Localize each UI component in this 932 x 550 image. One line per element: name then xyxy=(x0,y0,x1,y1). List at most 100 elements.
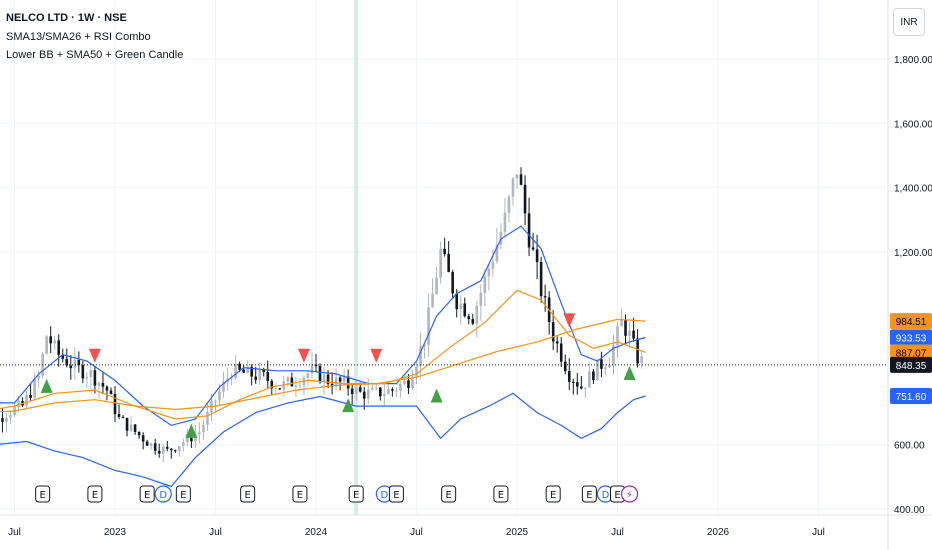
event-label: D xyxy=(159,490,167,501)
candle-body xyxy=(576,382,579,387)
earnings-event-icon[interactable] xyxy=(35,485,51,503)
event-label: E xyxy=(445,490,451,501)
candle-body xyxy=(584,387,587,389)
candle-body xyxy=(624,319,627,336)
earnings-event-icon[interactable] xyxy=(493,485,509,503)
split-event-icon[interactable] xyxy=(620,485,639,503)
candle-body xyxy=(57,340,61,355)
buy-signal-triangle[interactable] xyxy=(430,388,443,403)
sell-signal-triangle[interactable] xyxy=(563,313,576,328)
sell-signal-triangle[interactable] xyxy=(370,348,383,363)
candle-body xyxy=(85,376,89,379)
earnings-event-icon[interactable] xyxy=(545,485,561,503)
candle-body xyxy=(523,184,527,214)
candle-body xyxy=(431,293,434,308)
legend-indicator-2[interactable]: Lower BB + SMA50 + Green Candle xyxy=(6,49,184,61)
candle-body xyxy=(451,272,454,294)
sell-signal-triangle[interactable] xyxy=(297,348,310,363)
candle-body xyxy=(475,305,479,324)
earnings-event-icon[interactable] xyxy=(139,485,155,503)
event-label: E xyxy=(550,490,556,501)
candle-body xyxy=(411,377,414,389)
candle-body xyxy=(487,268,491,277)
candle-body xyxy=(254,376,257,380)
candle-body xyxy=(640,356,643,364)
candle-body xyxy=(69,365,73,369)
x-tick-label: Jul xyxy=(410,527,423,538)
candle-body xyxy=(33,378,36,398)
x-tick-label: 2023 xyxy=(104,527,127,538)
candle-body xyxy=(73,359,77,369)
price-label-text: 984.51 xyxy=(896,317,927,328)
candle-body xyxy=(399,384,402,391)
candle-body xyxy=(395,390,398,392)
candle-body xyxy=(101,382,105,387)
earnings-event-icon[interactable] xyxy=(388,485,404,503)
candle-body xyxy=(113,394,117,415)
candle-body xyxy=(318,366,322,383)
candle-body xyxy=(567,371,571,382)
dividend-event-icon[interactable] xyxy=(154,485,172,503)
candle-body xyxy=(632,330,635,339)
candle-body xyxy=(238,363,241,370)
earnings-event-icon[interactable] xyxy=(240,485,256,503)
candle-body xyxy=(370,387,374,390)
candle-body xyxy=(145,441,149,446)
indicator-sma-b xyxy=(0,318,646,413)
candle-body xyxy=(218,391,221,401)
candle-body xyxy=(45,336,48,354)
candle-body xyxy=(563,361,567,372)
candle-body xyxy=(214,400,217,402)
candle-body xyxy=(202,424,205,433)
price-label-text: 887.07 xyxy=(896,348,927,359)
candle-body xyxy=(338,377,342,382)
earnings-event-icon[interactable] xyxy=(348,485,364,503)
earnings-event-icon[interactable] xyxy=(441,485,457,503)
currency-button[interactable]: INR xyxy=(893,8,925,36)
earnings-event-icon[interactable] xyxy=(87,485,103,503)
candle-body xyxy=(628,330,631,336)
legend-indicator-1[interactable]: SMA13/SMA26 + RSI Combo xyxy=(6,31,151,43)
candle-body xyxy=(230,377,233,379)
candle-body xyxy=(379,387,382,397)
candle-body xyxy=(612,345,615,365)
candle-body xyxy=(105,386,109,391)
candle-body xyxy=(483,276,487,293)
candle-body xyxy=(427,307,430,345)
event-label: ⚡ xyxy=(626,490,633,501)
candle-body xyxy=(282,381,286,390)
candle-body xyxy=(600,359,603,369)
buy-signal-triangle[interactable] xyxy=(623,366,636,380)
candle-body xyxy=(286,377,290,382)
buy-signal-triangle[interactable] xyxy=(185,423,198,438)
candle-body xyxy=(467,316,471,320)
candle-body xyxy=(137,431,141,436)
candle-body xyxy=(37,375,40,379)
candle-body xyxy=(17,401,20,408)
event-label: E xyxy=(393,490,399,501)
buy-signal-triangle[interactable] xyxy=(40,378,53,393)
price-label-text: 933.53 xyxy=(896,334,927,345)
candle-body xyxy=(5,417,8,422)
candle-body xyxy=(334,377,338,387)
candle-body xyxy=(531,247,535,250)
candle-body xyxy=(9,415,12,418)
candle-body xyxy=(129,424,133,431)
candle-body xyxy=(551,322,555,342)
candle-body xyxy=(81,365,85,379)
earnings-event-icon[interactable] xyxy=(292,485,308,503)
candle-body xyxy=(222,381,225,392)
candle-body xyxy=(161,446,165,454)
candle-body xyxy=(258,370,262,380)
buy-signal-triangle[interactable] xyxy=(342,398,355,413)
price-label-box xyxy=(890,387,932,404)
candle-body xyxy=(403,380,406,385)
earnings-event-icon[interactable] xyxy=(581,485,597,503)
event-label: E xyxy=(586,490,592,501)
candle-body xyxy=(507,196,511,213)
price-label-box xyxy=(890,329,932,346)
earnings-event-icon[interactable] xyxy=(175,485,191,503)
sell-signal-triangle[interactable] xyxy=(88,348,101,363)
candle-body xyxy=(387,389,390,394)
